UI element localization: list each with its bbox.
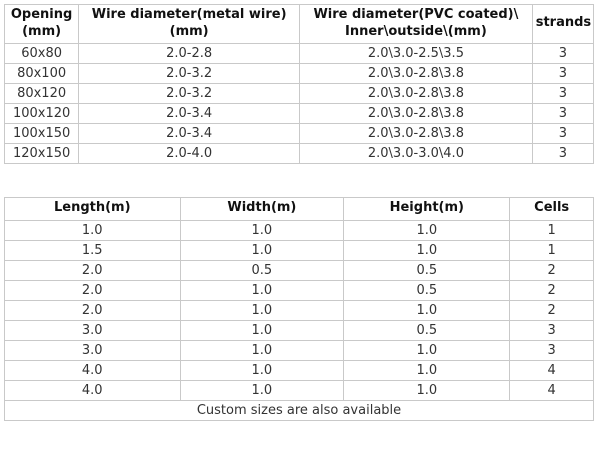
table-cell: 1.0 (179, 319, 345, 341)
table-cell: 3 (531, 82, 595, 104)
table-cell: 4.0 (4, 379, 181, 401)
wire-specification-table: Opening (mm) Wire diameter(metal wire) (m… (3, 4, 595, 164)
table-cell: 100x120 (3, 102, 80, 124)
table-cell: 1.0 (179, 279, 345, 301)
table-cell: 2.0-4.0 (78, 142, 301, 164)
table-cell: 3 (531, 142, 595, 164)
table-cell: 2.0-2.8 (78, 42, 301, 64)
table-row: 2.0 1.0 0.5 2 (4, 279, 594, 301)
table-row: 60x80 2.0-2.8 2.0\3.0-2.5\3.5 3 (3, 42, 595, 64)
column-header: Cells (509, 196, 594, 221)
table-cell: 4 (509, 379, 594, 401)
table-cell: 2.0\3.0-2.8\3.8 (299, 82, 533, 104)
table-cell: 1.0 (179, 379, 345, 401)
table-row: 100x150 2.0-3.4 2.0\3.0-2.8\3.8 3 (3, 122, 595, 144)
table-cell: 0.5 (343, 259, 511, 281)
table-cell: 0.5 (343, 279, 511, 301)
table-cell: 3 (531, 122, 595, 144)
panel-size-table: Length(m) Width(m) Height(m) Cells 1.0 1.0 1.0… (4, 196, 594, 421)
table-cell: 1.0 (4, 219, 181, 241)
column-header: Height(m) (343, 196, 511, 221)
table-cell: 1.0 (343, 239, 511, 261)
table-cell: 80x120 (3, 82, 80, 104)
header-row: Opening (mm) Wire diameter(metal wire) (m… (3, 4, 595, 44)
column-header: Wire diameter(metal wire) (mm) (78, 4, 301, 44)
table-cell: 2.0\3.0-2.8\3.8 (299, 62, 533, 84)
table-cell: 1.0 (179, 339, 345, 361)
table-row: 2.0 1.0 1.0 2 (4, 299, 594, 321)
table-cell: 3 (509, 339, 594, 361)
table-cell: 3.0 (4, 339, 181, 361)
table-cell: 2.0 (4, 299, 181, 321)
table-row: 120x150 2.0-4.0 2.0\3.0-3.0\4.0 3 (3, 142, 595, 164)
table-cell: 1.0 (343, 359, 511, 381)
column-header: Length(m) (4, 196, 181, 221)
table-cell: 2 (509, 259, 594, 281)
table-row: 4.0 1.0 1.0 4 (4, 379, 594, 401)
table-row: 3.0 1.0 1.0 3 (4, 339, 594, 361)
table-cell: 1.0 (179, 239, 345, 261)
table-cell: 2.0-3.2 (78, 62, 301, 84)
table-row: 80x120 2.0-3.2 2.0\3.0-2.8\3.8 3 (3, 82, 595, 104)
table-cell: 2.0\3.0-2.8\3.8 (299, 122, 533, 144)
table-cell: 2.0\3.0-2.8\3.8 (299, 102, 533, 124)
table-cell: 2.0-3.2 (78, 82, 301, 104)
table-cell: 3 (509, 319, 594, 341)
table-row: 3.0 1.0 0.5 3 (4, 319, 594, 341)
table-cell: 3 (531, 102, 595, 124)
column-header: strands (531, 4, 595, 44)
table-cell: 1.5 (4, 239, 181, 261)
table-cell: 3 (531, 62, 595, 84)
table-cell: 2.0\3.0-2.5\3.5 (299, 42, 533, 64)
table-cell: 2.0-3.4 (78, 102, 301, 124)
table-cell: 80x100 (3, 62, 80, 84)
table-cell: 1 (509, 219, 594, 241)
table-cell: 120x150 (3, 142, 80, 164)
table-cell: 4 (509, 359, 594, 381)
table-cell: 0.5 (343, 319, 511, 341)
table-row: 1.5 1.0 1.0 1 (4, 239, 594, 261)
table-cell: 2 (509, 299, 594, 321)
table-row: 1.0 1.0 1.0 1 (4, 219, 594, 241)
table-cell: 2.0 (4, 259, 181, 281)
table-cell: 3.0 (4, 319, 181, 341)
table-cell: 2.0-3.4 (78, 122, 301, 144)
table-cell: 1.0 (343, 379, 511, 401)
table-cell: 100x150 (3, 122, 80, 144)
table-cell: 1.0 (179, 219, 345, 241)
table-row: 100x120 2.0-3.4 2.0\3.0-2.8\3.8 3 (3, 102, 595, 124)
table-cell: 4.0 (4, 359, 181, 381)
table-cell: 2.0\3.0-3.0\4.0 (299, 142, 533, 164)
table-cell: 0.5 (179, 259, 345, 281)
footer-row: Custom sizes are also available (4, 399, 594, 421)
table-row: 4.0 1.0 1.0 4 (4, 359, 594, 381)
footer-note: Custom sizes are also available (4, 399, 594, 421)
table-cell: 1.0 (343, 299, 511, 321)
header-row: Length(m) Width(m) Height(m) Cells (4, 196, 594, 221)
table-cell: 1 (509, 239, 594, 261)
table-cell: 1.0 (179, 299, 345, 321)
table-row: 2.0 0.5 0.5 2 (4, 259, 594, 281)
table-cell: 3 (531, 42, 595, 64)
table-cell: 1.0 (179, 359, 345, 381)
table-cell: 1.0 (343, 339, 511, 361)
table-cell: 2 (509, 279, 594, 301)
column-header: Width(m) (179, 196, 345, 221)
column-header: Opening (mm) (3, 4, 80, 44)
table-cell: 60x80 (3, 42, 80, 64)
table-row: 80x100 2.0-3.2 2.0\3.0-2.8\3.8 3 (3, 62, 595, 84)
table-cell: 2.0 (4, 279, 181, 301)
column-header: Wire diameter(PVC coated)\ Inner\outside… (299, 4, 533, 44)
table-cell: 1.0 (343, 219, 511, 241)
